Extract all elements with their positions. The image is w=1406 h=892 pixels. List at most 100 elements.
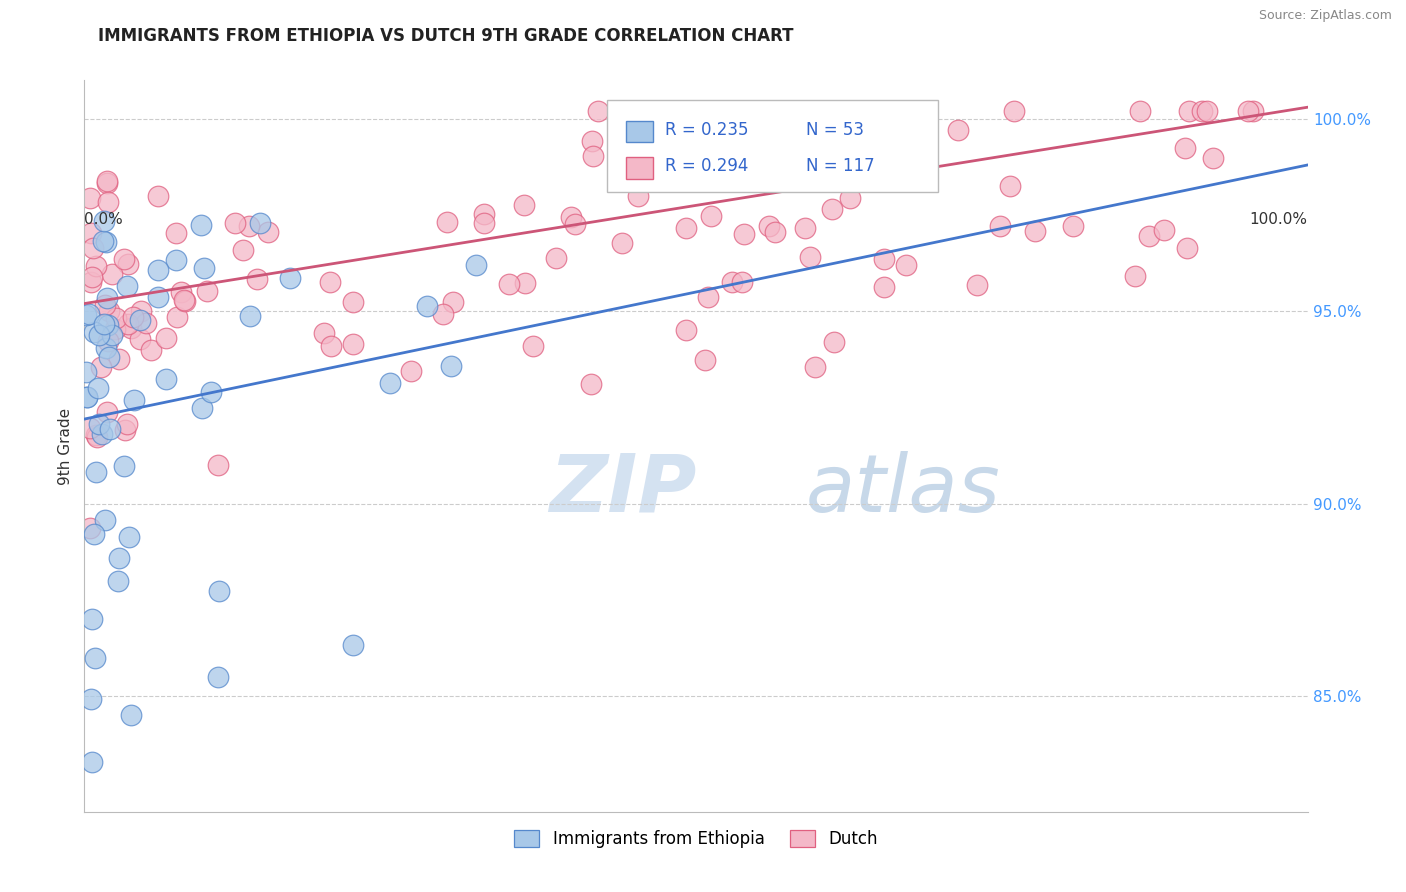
Point — [155, 372, 177, 386]
Point — [117, 257, 139, 271]
Point — [813, 104, 835, 119]
Point — [117, 317, 139, 331]
Point — [675, 221, 697, 235]
Point — [82, 270, 104, 285]
Point — [98, 303, 121, 318]
Text: ZIP: ZIP — [550, 450, 696, 529]
Point — [83, 527, 105, 541]
Point — [1177, 241, 1199, 255]
Point — [1123, 268, 1146, 283]
Point — [80, 612, 103, 626]
Point — [84, 427, 107, 442]
Point — [1197, 104, 1219, 119]
Point — [1062, 219, 1084, 233]
Point — [96, 405, 118, 419]
Point — [135, 317, 157, 331]
Point — [522, 339, 544, 353]
Point — [165, 226, 187, 240]
Point — [1241, 104, 1264, 119]
Bar — [626, 120, 654, 143]
Point — [342, 638, 364, 652]
Point — [200, 384, 222, 399]
Point — [846, 120, 869, 134]
Point — [1201, 151, 1223, 165]
Text: N = 117: N = 117 — [806, 157, 875, 175]
Point — [1153, 223, 1175, 237]
Point — [94, 298, 117, 312]
Point — [94, 513, 117, 527]
Point — [83, 326, 105, 340]
Point — [97, 318, 120, 332]
Point — [731, 275, 754, 289]
Point — [441, 294, 464, 309]
Point — [82, 241, 104, 255]
Point — [190, 401, 212, 415]
Point — [84, 259, 107, 273]
Point — [122, 393, 145, 408]
Point — [195, 285, 218, 299]
Text: R = 0.294: R = 0.294 — [665, 157, 749, 175]
Point — [1139, 228, 1161, 243]
Point — [96, 291, 118, 305]
Point — [77, 307, 100, 321]
Point — [108, 351, 131, 366]
Point — [440, 359, 463, 373]
Point — [696, 290, 718, 304]
Point — [174, 293, 197, 308]
Point — [207, 458, 229, 472]
Text: N = 53: N = 53 — [806, 121, 865, 139]
Point — [101, 268, 124, 282]
Point — [122, 310, 145, 325]
Point — [118, 530, 141, 544]
Point — [112, 252, 135, 267]
Point — [416, 300, 439, 314]
Point — [966, 277, 988, 292]
Point — [612, 236, 634, 251]
Point — [873, 279, 896, 293]
Point — [675, 323, 697, 337]
Point — [1237, 104, 1260, 119]
Point — [107, 574, 129, 588]
Point — [619, 156, 641, 170]
Point — [998, 178, 1021, 193]
Text: atlas: atlas — [806, 450, 1001, 529]
Point — [115, 278, 138, 293]
Point — [758, 219, 780, 234]
Point — [93, 317, 115, 331]
Y-axis label: 9th Grade: 9th Grade — [58, 408, 73, 484]
Text: 0.0%: 0.0% — [84, 212, 124, 227]
Point — [146, 263, 169, 277]
Point — [207, 584, 229, 599]
Point — [93, 214, 115, 228]
Point — [436, 215, 458, 229]
Point — [586, 104, 609, 119]
Point — [838, 191, 860, 205]
Point — [108, 550, 131, 565]
Point — [165, 252, 187, 267]
Point — [763, 226, 786, 240]
Point — [169, 285, 191, 299]
Text: Source: ZipAtlas.com: Source: ZipAtlas.com — [1258, 9, 1392, 22]
Point — [464, 258, 486, 272]
Point — [342, 336, 364, 351]
Point — [75, 365, 97, 379]
Point — [1004, 104, 1026, 119]
Point — [166, 310, 188, 325]
Point — [257, 225, 280, 239]
Point — [98, 422, 121, 436]
Point — [908, 104, 931, 119]
Point — [1024, 224, 1046, 238]
Point — [129, 304, 152, 318]
Point — [115, 417, 138, 431]
Point — [75, 308, 97, 322]
Point — [101, 327, 124, 342]
Point — [432, 307, 454, 321]
Point — [564, 217, 586, 231]
Bar — [626, 157, 654, 179]
Text: R = 0.235: R = 0.235 — [665, 121, 749, 139]
Point — [79, 521, 101, 535]
Legend: Immigrants from Ethiopia, Dutch: Immigrants from Ethiopia, Dutch — [508, 823, 884, 855]
Point — [498, 277, 520, 291]
Point — [720, 275, 742, 289]
Point — [90, 359, 112, 374]
